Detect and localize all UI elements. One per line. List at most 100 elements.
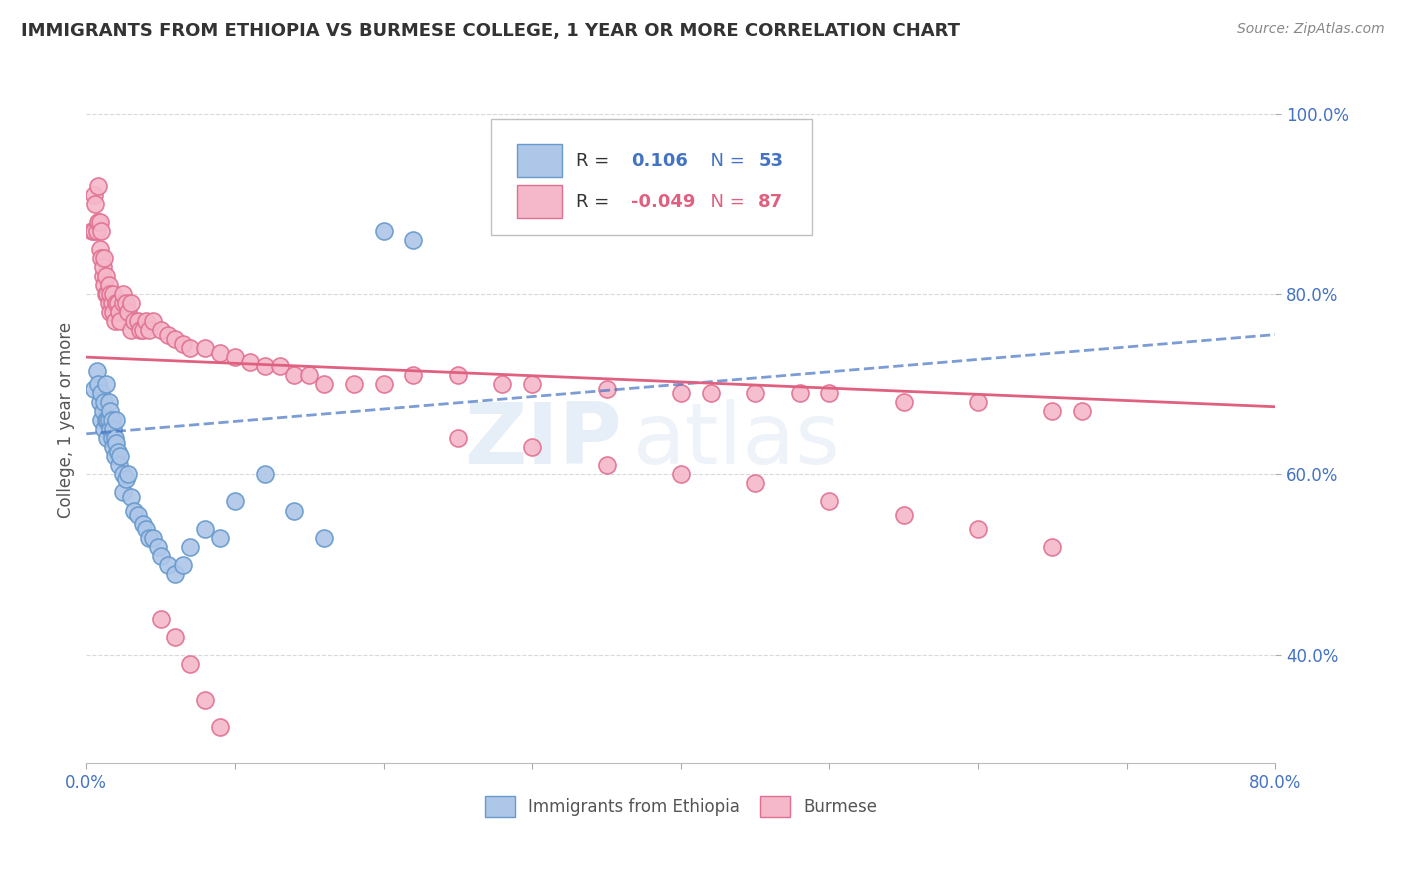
Point — [115, 472, 138, 486]
Point — [93, 422, 115, 436]
Point — [105, 435, 128, 450]
Point — [373, 224, 395, 238]
Point — [209, 345, 232, 359]
Point — [94, 413, 117, 427]
Point — [93, 251, 115, 265]
Point — [157, 558, 180, 572]
Point — [89, 242, 111, 256]
Point — [138, 531, 160, 545]
Point — [138, 323, 160, 337]
Point — [112, 485, 135, 500]
FancyBboxPatch shape — [491, 119, 811, 235]
Point — [135, 522, 157, 536]
Point — [97, 277, 120, 292]
Point — [135, 314, 157, 328]
Point — [90, 251, 112, 265]
Point — [100, 413, 122, 427]
Point — [893, 508, 915, 522]
Text: IMMIGRANTS FROM ETHIOPIA VS BURMESE COLLEGE, 1 YEAR OR MORE CORRELATION CHART: IMMIGRANTS FROM ETHIOPIA VS BURMESE COLL… — [21, 22, 960, 40]
Point — [100, 431, 122, 445]
Point — [269, 359, 291, 373]
Point — [595, 458, 617, 473]
Point — [149, 549, 172, 563]
Point — [96, 413, 118, 427]
Text: atlas: atlas — [633, 400, 841, 483]
Point — [105, 296, 128, 310]
Point — [91, 268, 114, 283]
Point — [112, 467, 135, 482]
Point — [402, 368, 425, 383]
Point — [94, 287, 117, 301]
Point — [179, 540, 201, 554]
Point — [98, 404, 121, 418]
Bar — [517, 144, 562, 177]
Point — [117, 467, 139, 482]
Point — [253, 359, 276, 373]
Point — [110, 450, 132, 464]
Point — [298, 368, 321, 383]
Point — [522, 441, 544, 455]
Point — [94, 268, 117, 283]
Point — [87, 178, 110, 193]
Point — [818, 386, 841, 401]
Point — [1071, 404, 1094, 418]
Point — [132, 323, 155, 337]
Text: -0.049: -0.049 — [631, 194, 696, 211]
Point — [82, 224, 104, 238]
Point — [91, 404, 114, 418]
Point — [447, 368, 470, 383]
Point — [120, 490, 142, 504]
Point — [224, 350, 246, 364]
Point — [110, 314, 132, 328]
Y-axis label: College, 1 year or more: College, 1 year or more — [58, 322, 75, 518]
Point — [194, 522, 217, 536]
Point — [94, 377, 117, 392]
Point — [142, 531, 165, 545]
Point — [744, 386, 766, 401]
Point — [120, 323, 142, 337]
Point — [209, 531, 232, 545]
Text: 87: 87 — [758, 194, 783, 211]
Point — [239, 354, 262, 368]
Point — [122, 503, 145, 517]
Point — [373, 377, 395, 392]
Point — [97, 413, 120, 427]
Point — [157, 327, 180, 342]
Point — [96, 431, 118, 445]
Point — [86, 224, 108, 238]
Point — [120, 296, 142, 310]
Point — [83, 187, 105, 202]
Text: N =: N = — [699, 153, 751, 170]
Text: 53: 53 — [758, 153, 783, 170]
Point — [179, 341, 201, 355]
Point — [108, 458, 131, 473]
Point — [967, 522, 990, 536]
Point — [122, 314, 145, 328]
Point — [89, 215, 111, 229]
Point — [115, 296, 138, 310]
Point — [93, 395, 115, 409]
Point — [343, 377, 366, 392]
Point — [103, 314, 125, 328]
Point — [84, 196, 107, 211]
Point — [98, 287, 121, 301]
Point — [128, 323, 150, 337]
Point — [179, 657, 201, 671]
Text: R =: R = — [576, 153, 616, 170]
Point — [132, 516, 155, 531]
Point — [105, 413, 128, 427]
Text: R =: R = — [576, 194, 616, 211]
Point — [103, 431, 125, 445]
Point — [595, 382, 617, 396]
Point — [165, 630, 187, 644]
Point — [669, 467, 692, 482]
Point — [107, 296, 129, 310]
Legend: Immigrants from Ethiopia, Burmese: Immigrants from Ethiopia, Burmese — [478, 789, 884, 823]
Point — [893, 395, 915, 409]
Point — [789, 386, 811, 401]
Point — [112, 287, 135, 301]
Point — [314, 377, 336, 392]
Point — [491, 377, 513, 392]
Point — [253, 467, 276, 482]
Point — [98, 305, 121, 319]
